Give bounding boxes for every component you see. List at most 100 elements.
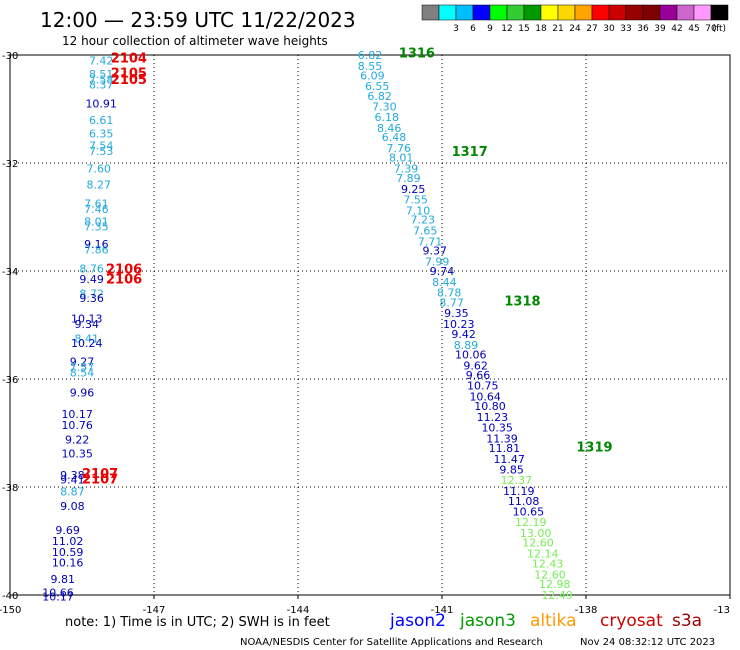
wave-height-label: 6.48 — [382, 131, 407, 144]
colorbar-swatch — [659, 4, 678, 21]
wave-height-label: 9.35 — [444, 307, 469, 320]
wave-height-label: 7.46 — [84, 203, 109, 216]
satellite-legend: jason2 jason3 altika cryosat s3a — [389, 611, 702, 631]
wave-height-label: 7.35 — [84, 221, 109, 234]
pass-time-labels: 2104210521052106210621072107131613171318… — [82, 46, 613, 487]
wave-height-label: 8.77 — [439, 296, 464, 309]
wave-height-label: 9.34 — [75, 318, 100, 331]
wave-height-label: 12.60 — [522, 537, 554, 550]
axes: -150 -147 -144 -141 -138 -13 -30 -32 -34 -36 -38 -4… — [0, 51, 731, 616]
colorbar-swatch — [472, 4, 491, 21]
wave-height-label: 7.57 — [70, 361, 95, 374]
colorbar-tick-label: 12 — [501, 24, 512, 34]
wave-height-label: 8.46 — [377, 122, 402, 135]
pass-time-label: 2107 — [82, 472, 118, 487]
wave-height-label: 8.27 — [87, 179, 112, 192]
colorbar-swatch — [591, 4, 610, 21]
wave-height-label: 7.99 — [425, 255, 450, 268]
legend-entry-s3a: s3a — [672, 611, 702, 631]
colorbar-tick-label: 42 — [671, 24, 682, 34]
colorbar-unit: (ft) — [712, 24, 726, 34]
wave-height-label: 9.85 — [499, 464, 524, 477]
wave-height-label: 9.81 — [51, 573, 76, 586]
chart-subtitle: 12 hour collection of altimeter wave hei… — [62, 34, 328, 48]
x-tick-label: -13 — [714, 605, 730, 616]
wave-height-label: 12.49 — [541, 589, 573, 602]
footer-note: note: 1) Time is in UTC; 2) SWH is in fe… — [65, 615, 330, 630]
colorbar-tick-label: 39 — [654, 24, 666, 34]
wave-height-label: 7.65 — [413, 225, 438, 238]
colorbar: 3 6 9 12 15 18 21 24 27 30 33 36 39 42 45 70(ft) — [421, 4, 729, 34]
wave-height-label: 7.61 — [84, 198, 109, 211]
colorbar-tick-label: 30 — [603, 24, 615, 34]
y-tick-label: -38 — [2, 483, 18, 494]
pass-time-label: 1317 — [452, 145, 488, 160]
wave-height-label: 9.69 — [55, 524, 80, 537]
colorbar-swatch — [676, 4, 695, 21]
pass-time-label: 2106 — [106, 262, 142, 277]
pass-time-label: 2106 — [106, 273, 142, 288]
wave-height-label: 7.10 — [406, 205, 431, 218]
wave-height-label: 6.82 — [367, 90, 392, 103]
wave-height-label: 7.71 — [418, 235, 443, 248]
wave-height-label: 6.55 — [365, 80, 390, 93]
wave-height-label: 7.42 — [89, 54, 114, 67]
wave-height-label: 8.01 — [84, 215, 109, 228]
wave-height-label: 12.37 — [501, 474, 533, 487]
wave-height-label: 11.23 — [477, 411, 509, 424]
wave-height-label: 10.80 — [474, 400, 506, 413]
x-tick-label: -147 — [143, 605, 166, 616]
wave-height-label: 9.74 — [430, 265, 455, 278]
y-tick-label: -32 — [2, 159, 18, 170]
wave-height-label: 10.06 — [455, 349, 487, 362]
wave-height-label: 7.39 — [394, 162, 419, 175]
wave-height-label: 11.02 — [52, 535, 84, 548]
wave-height-label: 7.76 — [387, 142, 412, 155]
colorbar-tick-label: 45 — [688, 24, 699, 34]
pass-time-label: 1316 — [399, 46, 435, 61]
pass-time-label: 2105 — [111, 66, 147, 81]
wave-height-label: 10.23 — [443, 318, 475, 331]
wave-height-label: 10.16 — [52, 557, 84, 570]
wave-height-label: 8.76 — [79, 262, 104, 275]
wave-height-label: 7.54 — [89, 140, 114, 153]
wave-height-label: 7.58 — [89, 73, 114, 86]
wave-height-label: 9.08 — [60, 500, 85, 513]
colorbar-swatch — [523, 4, 542, 21]
x-tick-label: -144 — [287, 605, 310, 616]
colorbar-tick-label: 6 — [470, 24, 476, 34]
wave-height-label: 8.41 — [75, 333, 100, 346]
wave-height-label: 6.09 — [360, 70, 385, 83]
legend-entry-cryosat: cryosat — [600, 611, 663, 631]
wave-height-label: 9.49 — [79, 273, 104, 286]
colorbar-tick-label: 3 — [453, 24, 459, 34]
wave-height-label: 9.16 — [84, 238, 109, 251]
colorbar-swatch — [506, 4, 525, 21]
legend-entry-jason3: jason3 — [459, 611, 516, 631]
wave-height-label: 7.55 — [403, 194, 428, 207]
legend-entry-jason2: jason2 — [389, 611, 446, 631]
colorbar-swatch — [438, 4, 457, 21]
wave-height-label: 10.75 — [467, 379, 499, 392]
wave-height-label: 10.65 — [513, 505, 545, 518]
wave-height-label: 9.96 — [70, 387, 95, 400]
y-tick-label: -34 — [2, 267, 18, 278]
plot-frame — [9, 54, 731, 596]
wave-height-label: 9.37 — [423, 244, 448, 257]
wave-height-label: 10.13 — [71, 313, 103, 326]
colorbar-tick-label: 9 — [487, 24, 493, 34]
colorbar-tick-label: 21 — [552, 24, 563, 34]
wave-height-label: 8.72 — [79, 288, 104, 301]
wave-height-label: 8.55 — [358, 60, 383, 73]
wave-height-label: 11.19 — [503, 485, 535, 498]
colorbar-swatch — [455, 4, 474, 21]
data-labels: 7.428.517.588.37 10.91 6.616.357.547.53 7.6… — [42, 49, 573, 604]
wave-height-label: 13.00 — [520, 527, 552, 540]
wave-height-label: 8.89 — [454, 339, 479, 352]
pass-time-label: 1318 — [504, 295, 540, 310]
wave-height-label: 6.18 — [375, 111, 400, 124]
wave-height-label: 8.51 — [89, 68, 114, 81]
colorbar-swatch — [625, 4, 644, 21]
wave-height-label: 9.36 — [79, 292, 104, 305]
